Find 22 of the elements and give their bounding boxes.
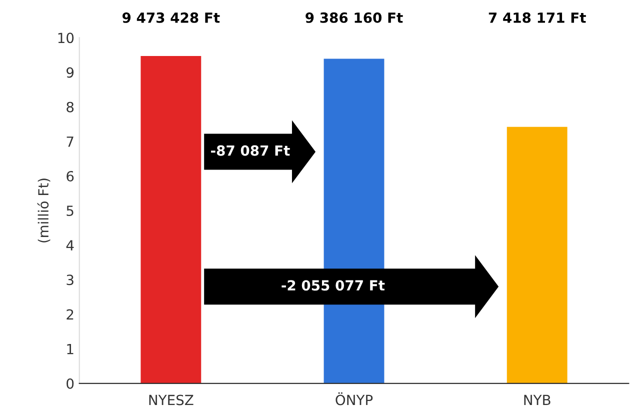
y-tick-label: 0 [66,378,74,389]
y-tick-label: 3 [66,274,74,286]
y-axis-title: (millió Ft) [37,178,50,242]
x-tick-label: NYB [524,394,550,406]
x-tick-label: ÖNYP [336,392,373,406]
x-tick-label: NYESZ [149,394,194,406]
text: 9 473 428 Ft [122,12,220,23]
y-tick-label: 8 [66,102,74,112]
y-tick-label: 2 [66,309,74,320]
y-tick-label: 5 [66,206,74,216]
y-tick-label: 9 [66,67,74,78]
text: 9 386 160 Ft [306,12,403,23]
annotation: -2 055 077 Ft [282,280,385,291]
bar [140,56,202,384]
y-tick-label: 1 [67,344,74,354]
y-tick-label: 4 [66,240,74,250]
y-tick-label: 7 [66,136,74,147]
bar [506,126,568,384]
y-tick-label: 10 [58,32,74,44]
annotation: -87 087 Ft [211,145,290,156]
text: 7 418 171 Ft [488,12,586,23]
y-tick-label: 6 [66,170,74,182]
